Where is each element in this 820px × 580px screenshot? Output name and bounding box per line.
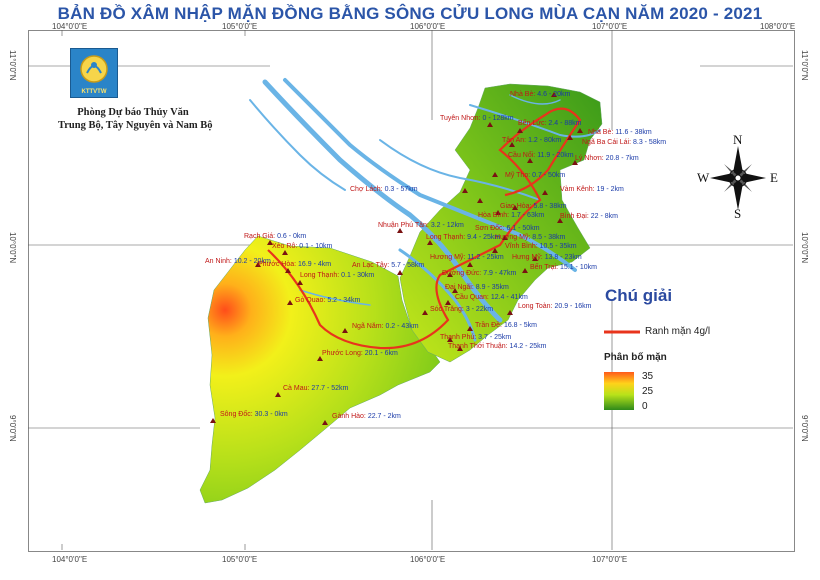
legend-gradient-swatch — [604, 372, 634, 410]
station-label: Giao Hòa: 5.8 - 38km — [500, 203, 567, 210]
coord-bottom-1: 104°0'0"E — [52, 555, 88, 564]
coord-left-2: 10°0'0"N — [8, 232, 17, 264]
coord-left-3: 9°0'0"N — [8, 415, 17, 442]
station-label: Tuyên Nhơn: 0 - 128km — [440, 115, 514, 122]
compass-w: W — [697, 170, 710, 185]
station-label: Ngã Năm: 0.2 - 43km — [352, 323, 419, 330]
station-label: Đường Đức: 7.9 - 47km — [442, 270, 517, 277]
coord-right-2: 10°0'0"N — [800, 232, 809, 264]
coord-right-1: 11°0'0"N — [800, 50, 809, 81]
legend-value-high: 35 — [642, 371, 654, 382]
river-network — [249, 78, 601, 342]
station-label: Gò Quao: 5.2 - 34km — [295, 297, 361, 304]
coord-top-5: 108°0'0"E — [760, 22, 796, 31]
station-label: Thạnh Phú: 3.7 - 25km — [440, 334, 512, 341]
station-label: An Ninh: 10.2 - 20km — [205, 258, 271, 265]
station-label: Phước Long: 20.1 - 6km — [322, 350, 398, 357]
station-label: Cà Mau: 27.7 - 52km — [283, 385, 349, 392]
coord-right-3: 9°0'0"N — [800, 415, 809, 442]
station-label: Nhà Bè: 11.6 - 38km — [588, 129, 652, 136]
delta-west-landmass — [199, 235, 441, 504]
salinity-boundary-line — [267, 107, 582, 350]
station-label: Hương Mỹ: 11.2 - 25km — [430, 254, 504, 261]
compass-e: E — [770, 170, 778, 185]
coord-top-4: 107°0'0"E — [592, 22, 628, 31]
organization-name: Phòng Dự báo Thủy Văn Trung Bộ, Tây Nguy… — [58, 106, 213, 132]
station-label: Hương Mỹ: 8.5 - 38km — [495, 234, 566, 241]
station-label: Tân An: 1.2 - 80km — [502, 137, 562, 144]
station-label: Nhuận Phú Tân: 3.2 - 12km — [378, 222, 464, 229]
legend-value-mid: 25 — [642, 386, 654, 397]
station-label: An Lạc Tây: 5.7 - 58km — [352, 262, 425, 269]
station-label: Hưng Mỹ: 13.8 - 23km — [512, 254, 582, 261]
coord-top-1: 104°0'0"E — [52, 22, 88, 31]
station-label: Chợ Lách: 0.3 - 57km — [350, 186, 418, 193]
station-label: Long Thạnh: 9.4 - 25km — [426, 234, 501, 241]
station-label: Cầu Nổi: 11.9 - 20km — [508, 152, 574, 159]
station-label: Sơn Đốc: 6.1 - 50km — [475, 225, 540, 232]
station-label: Long Toàn: 20.9 - 16km — [518, 303, 592, 310]
station-label: Trần Đề: 16.8 - 5km — [475, 322, 538, 329]
station-label: Lý Nhơn: 20.8 - 7km — [575, 155, 639, 162]
agency-logo: KTTVTW — [70, 48, 118, 98]
station-label: Xẻo Rô: 0.1 - 10km — [272, 243, 333, 250]
graticule — [28, 30, 793, 550]
station-label: Gành Hào: 22.7 - 2km — [332, 413, 401, 420]
station-label: Hòa Bình: 1.7 - 63km — [478, 212, 545, 219]
station-label: Sóc Trăng: 3 - 22km — [430, 306, 494, 313]
coord-bottom-3: 106°0'0"E — [410, 555, 446, 564]
station-label: Đại Ngãi: 8.9 - 35km — [445, 284, 509, 291]
legend-value-low: 0 — [642, 401, 648, 412]
station-label: Bình Đại: 22 - 8km — [560, 213, 618, 220]
station-label: Cầu Quan: 12.4 - 41km — [455, 294, 528, 301]
coord-bottom-4: 107°0'0"E — [592, 555, 628, 564]
station-label: Bến Lức: 2.4 - 88km — [518, 120, 582, 127]
station-label: Ngã Ba Cái Lái: 8.3 - 58km — [582, 139, 667, 146]
station-label: Rạch Giá: 0.6 - 0km — [244, 233, 307, 240]
station-label: Vàm Kênh: 19 - 2km — [560, 186, 624, 193]
organization-line-1: Phòng Dự báo Thủy Văn — [77, 107, 189, 118]
station-label: Long Thạnh: 0.1 - 30km — [300, 272, 375, 279]
station-label: Thạnh Thới Thuận: 14.2 - 25km — [448, 343, 547, 350]
logo-emblem-icon — [80, 55, 108, 83]
compass-rose-icon — [710, 146, 766, 210]
logo-text: KTTVTW — [81, 89, 107, 95]
organization-line-2: Trung Bộ, Tây Nguyên và Nam Bộ — [58, 120, 213, 131]
legend-gradient-title: Phân bố mặn — [604, 352, 667, 363]
compass-n: N — [733, 132, 743, 147]
coord-top-2: 105°0'0"E — [222, 22, 258, 31]
station-label: Vĩnh Bình: 10.5 - 35km — [505, 243, 577, 250]
coord-left-1: 11°0'0"N — [8, 50, 17, 81]
station-label: Sông Đốc: 30.3 - 0km — [220, 411, 288, 418]
station-label: Nhà Bè: 4.6 - 20km — [510, 91, 571, 98]
station-label: Mỹ Tho: 0.7 - 50km — [505, 172, 566, 179]
station-markers — [210, 92, 583, 425]
compass-s: S — [734, 206, 742, 221]
coord-top-3: 106°0'0"E — [410, 22, 446, 31]
legend-line-label: Ranh mặn 4g/l — [645, 326, 711, 337]
coord-bottom-2: 105°0'0"E — [222, 555, 258, 564]
station-label: Bến Trại: 15.1 - 10km — [530, 264, 597, 271]
map-title: BẢN ĐỒ XÂM NHẬP MẶN ĐỒNG BẰNG SÔNG CỬU L… — [57, 4, 763, 23]
station-label: Phước Hòa: 16.9 - 4km — [258, 261, 332, 268]
legend-title: Chú giải — [605, 286, 673, 305]
